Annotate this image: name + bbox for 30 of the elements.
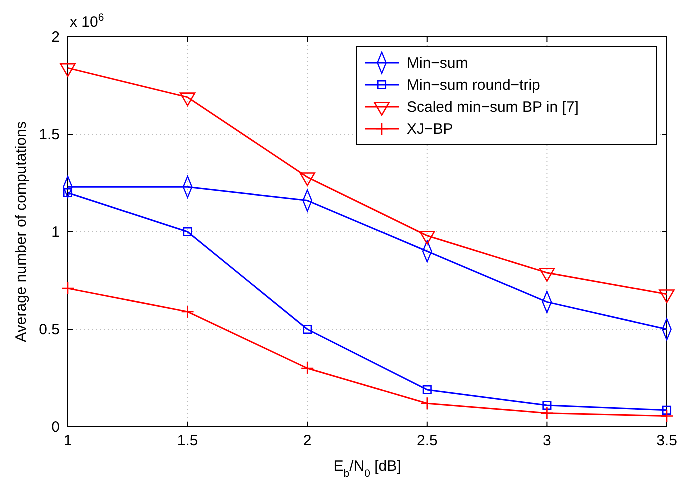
point <box>63 188 73 198</box>
x-tick-label: 2.5 <box>416 432 438 450</box>
x-tick-label: 3 <box>543 432 552 450</box>
point <box>542 401 552 410</box>
legend-label: Scaled min−sum BP in [7] <box>407 99 579 116</box>
point <box>420 396 434 410</box>
point <box>662 406 672 415</box>
x-tick-label: 1 <box>64 432 72 450</box>
point <box>181 305 194 319</box>
point <box>540 406 554 420</box>
y-tick-label: 0.5 <box>39 321 60 338</box>
x-axis-title: E$_{b}$/N$_{0}$ [dB] <box>334 458 402 480</box>
x-tick-label: 2 <box>303 432 312 450</box>
y-axis-title: Average number of computations <box>13 122 30 342</box>
legend-label: XJ−BP <box>407 121 454 138</box>
y-tick-label: 1 <box>52 224 60 241</box>
point <box>422 385 432 394</box>
point <box>61 282 75 296</box>
y-tick-label: 0 <box>52 418 60 436</box>
text: x 10$^{6}$ <box>70 12 104 31</box>
y-tick-label: 1.5 <box>39 126 60 144</box>
x-tick-label: 3.5 <box>656 432 678 450</box>
y-tick-label: 2 <box>52 28 60 46</box>
legend-label: Min−sum round−trip <box>407 77 540 94</box>
point <box>660 410 674 423</box>
x-tick-label: 1.5 <box>177 432 198 450</box>
point <box>183 227 192 237</box>
point <box>303 324 312 334</box>
point <box>300 362 314 376</box>
legend-label: Min−sum <box>407 55 468 72</box>
